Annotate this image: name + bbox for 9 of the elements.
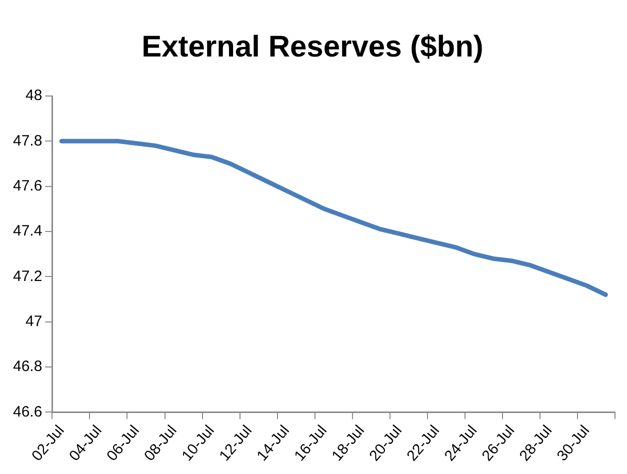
y-tick-label: 47.4 [12,222,42,240]
y-tick-label: 47.8 [12,132,42,150]
y-tick-label: 48 [26,87,42,104]
y-tick-label: 46.6 [12,403,42,420]
y-tick-label: 47.2 [12,268,42,285]
chart-title: External Reserves ($bn) [142,30,484,64]
y-tick-label: 47 [26,312,42,330]
y-tick-label: 47.6 [12,177,42,194]
y-tick-label: 46.8 [12,358,42,376]
